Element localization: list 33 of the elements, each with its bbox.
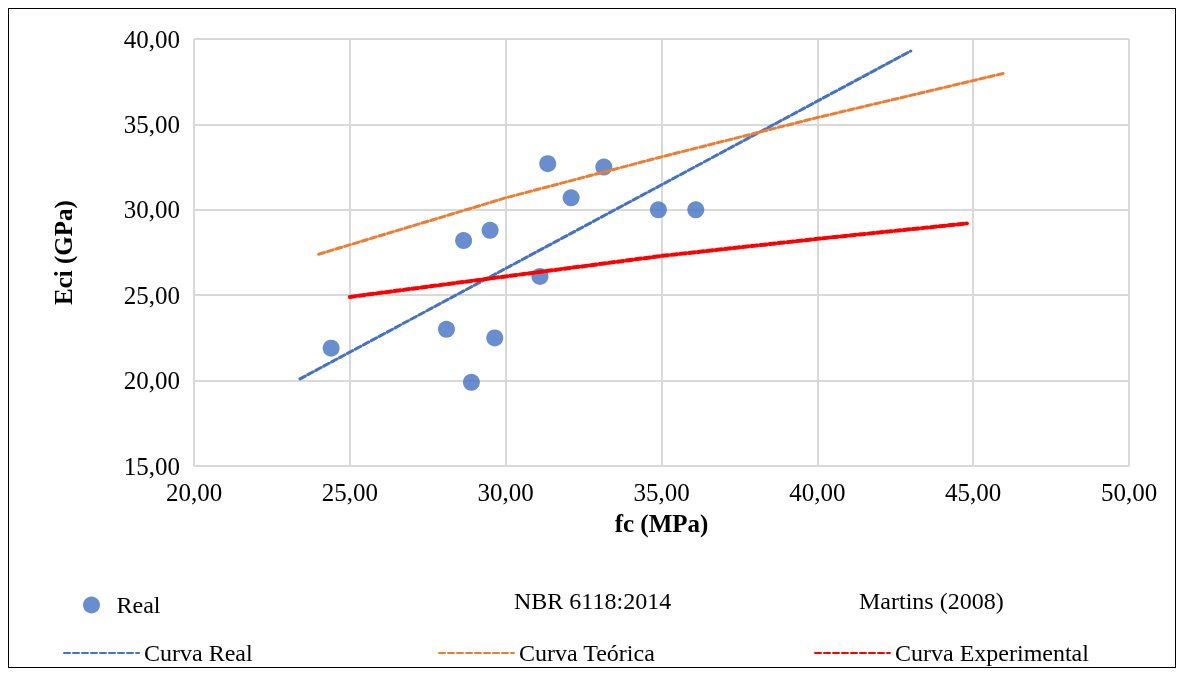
y-tick-label: 40,00	[123, 25, 180, 53]
y-axis-title: Eci (GPa)	[50, 200, 78, 305]
x-tick-label: 35,00	[633, 479, 690, 506]
y-tick-label: 35,00	[123, 110, 180, 138]
x-tick-label: 50,00	[1100, 479, 1158, 506]
point	[539, 155, 557, 173]
point	[562, 189, 580, 207]
point	[486, 329, 504, 347]
x-tick-label: 20,00	[165, 479, 223, 506]
point	[322, 339, 340, 357]
legend-label: Curva Teórica	[519, 640, 656, 666]
y-tick-label: 30,00	[123, 196, 180, 224]
line-series	[317, 71, 1006, 256]
x-axis-title: fc (MPa)	[614, 510, 709, 538]
point	[455, 232, 473, 250]
legend-label: Curva Experimental	[895, 640, 1090, 666]
x-tick-label: 30,00	[477, 479, 534, 506]
x-tick-label: 25,00	[321, 479, 378, 506]
legend-label: Curva Real	[144, 640, 253, 666]
point	[649, 201, 667, 219]
line-series	[347, 221, 969, 299]
text: Martins (2008)	[859, 588, 1004, 614]
y-tick-label: 20,00	[123, 367, 180, 395]
y-tick-label: 15,00	[123, 452, 180, 480]
point	[481, 221, 499, 239]
x-tick-label: 45,00	[945, 479, 1002, 506]
y-tick-label: 25,00	[123, 281, 180, 309]
point	[687, 201, 705, 219]
legend-label: Real	[116, 592, 161, 618]
point	[437, 320, 455, 338]
text: NBR 6118:2014	[514, 588, 672, 614]
x-tick-label: 40,00	[789, 479, 846, 506]
point	[462, 373, 480, 391]
